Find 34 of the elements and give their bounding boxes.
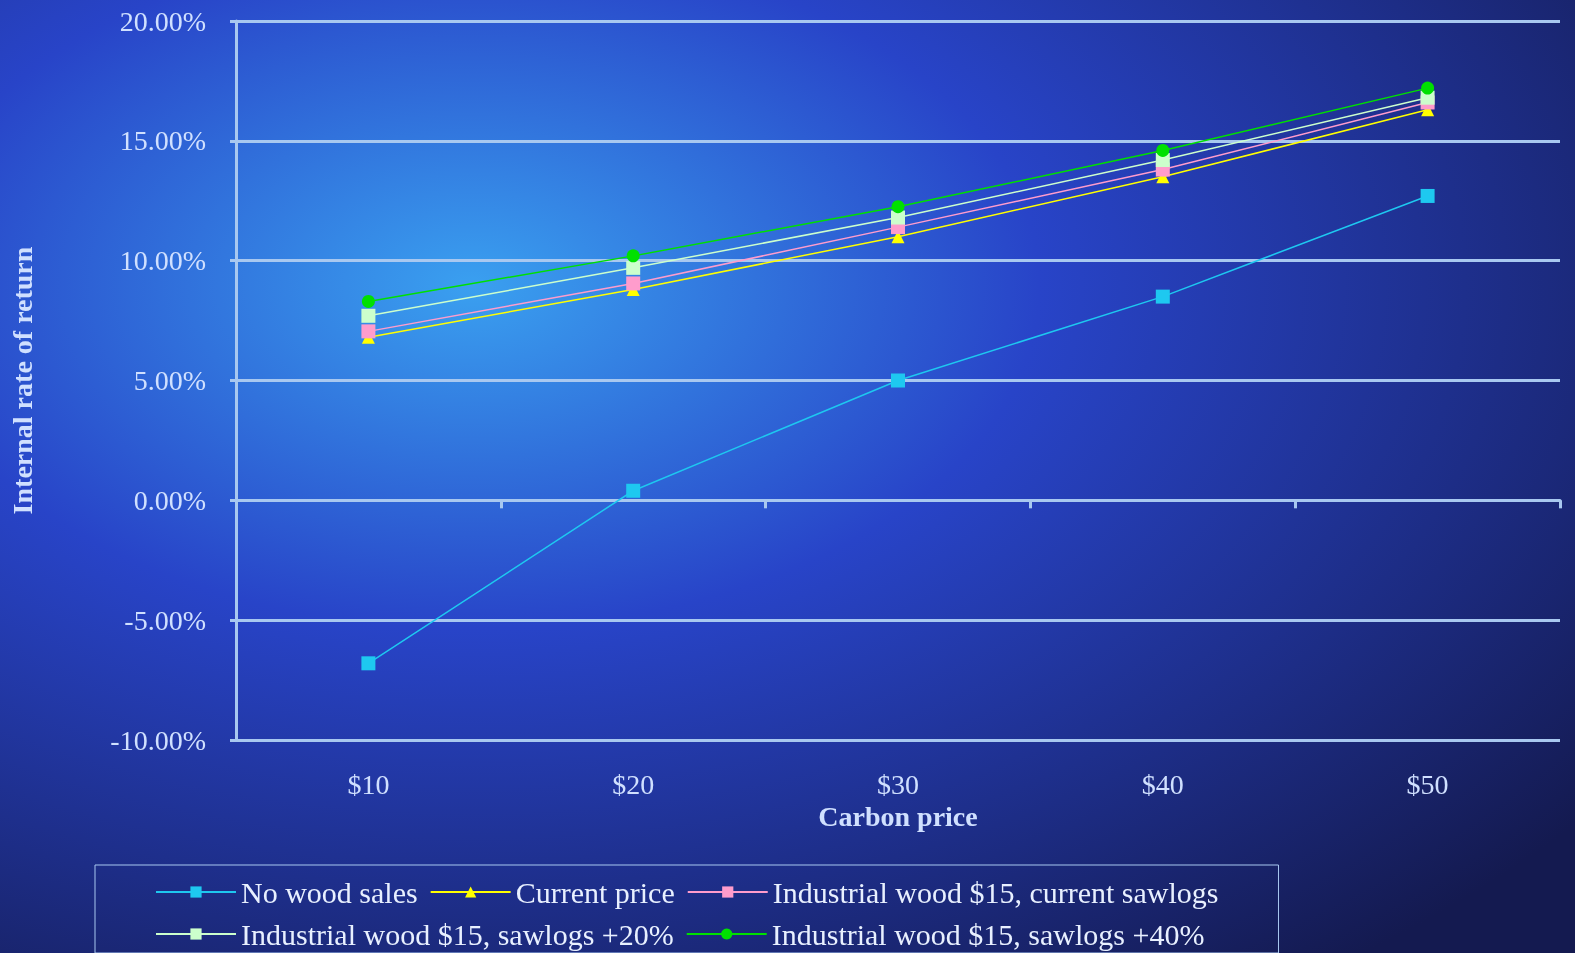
legend-label: Industrial wood $15, current sawlogs bbox=[772, 875, 1219, 909]
y-tick-label: 0.00% bbox=[133, 484, 206, 516]
point bbox=[626, 260, 641, 275]
x-axis-title: Carbon price bbox=[818, 801, 978, 833]
y-axis-title: Internal rate of return bbox=[6, 246, 38, 515]
point bbox=[1155, 289, 1170, 304]
y-tick-label: 10.00% bbox=[119, 245, 206, 277]
point bbox=[361, 656, 376, 671]
point bbox=[891, 200, 905, 214]
point bbox=[626, 483, 641, 498]
x-tick-label: $40 bbox=[1141, 768, 1184, 800]
y-tick-label: -5.00% bbox=[124, 604, 206, 636]
point bbox=[361, 308, 376, 323]
point bbox=[1421, 81, 1435, 95]
x-tick-label: $50 bbox=[1406, 768, 1449, 800]
x-tick-label: $10 bbox=[347, 768, 390, 800]
x-tick-label: $30 bbox=[877, 768, 919, 800]
y-tick-label: 5.00% bbox=[133, 365, 206, 396]
legend-label: Current price bbox=[515, 875, 675, 909]
point bbox=[361, 324, 376, 339]
y-tick-label: 15.00% bbox=[119, 125, 206, 157]
point bbox=[1420, 188, 1435, 203]
x-tick-label: $20 bbox=[612, 768, 655, 800]
point bbox=[626, 249, 640, 263]
y-tick-label: 20.00% bbox=[119, 5, 206, 37]
point bbox=[891, 373, 905, 388]
legend-label: No wood sales bbox=[241, 875, 418, 909]
y-tick-label: -10.00% bbox=[110, 724, 206, 756]
point bbox=[1156, 143, 1170, 157]
point bbox=[626, 276, 641, 291]
point bbox=[361, 294, 375, 308]
legend-label: Industrial wood $15, sawlogs +40% bbox=[771, 917, 1205, 951]
point bbox=[891, 210, 905, 225]
legend-label: Industrial wood $15, sawlogs +20% bbox=[241, 917, 674, 951]
